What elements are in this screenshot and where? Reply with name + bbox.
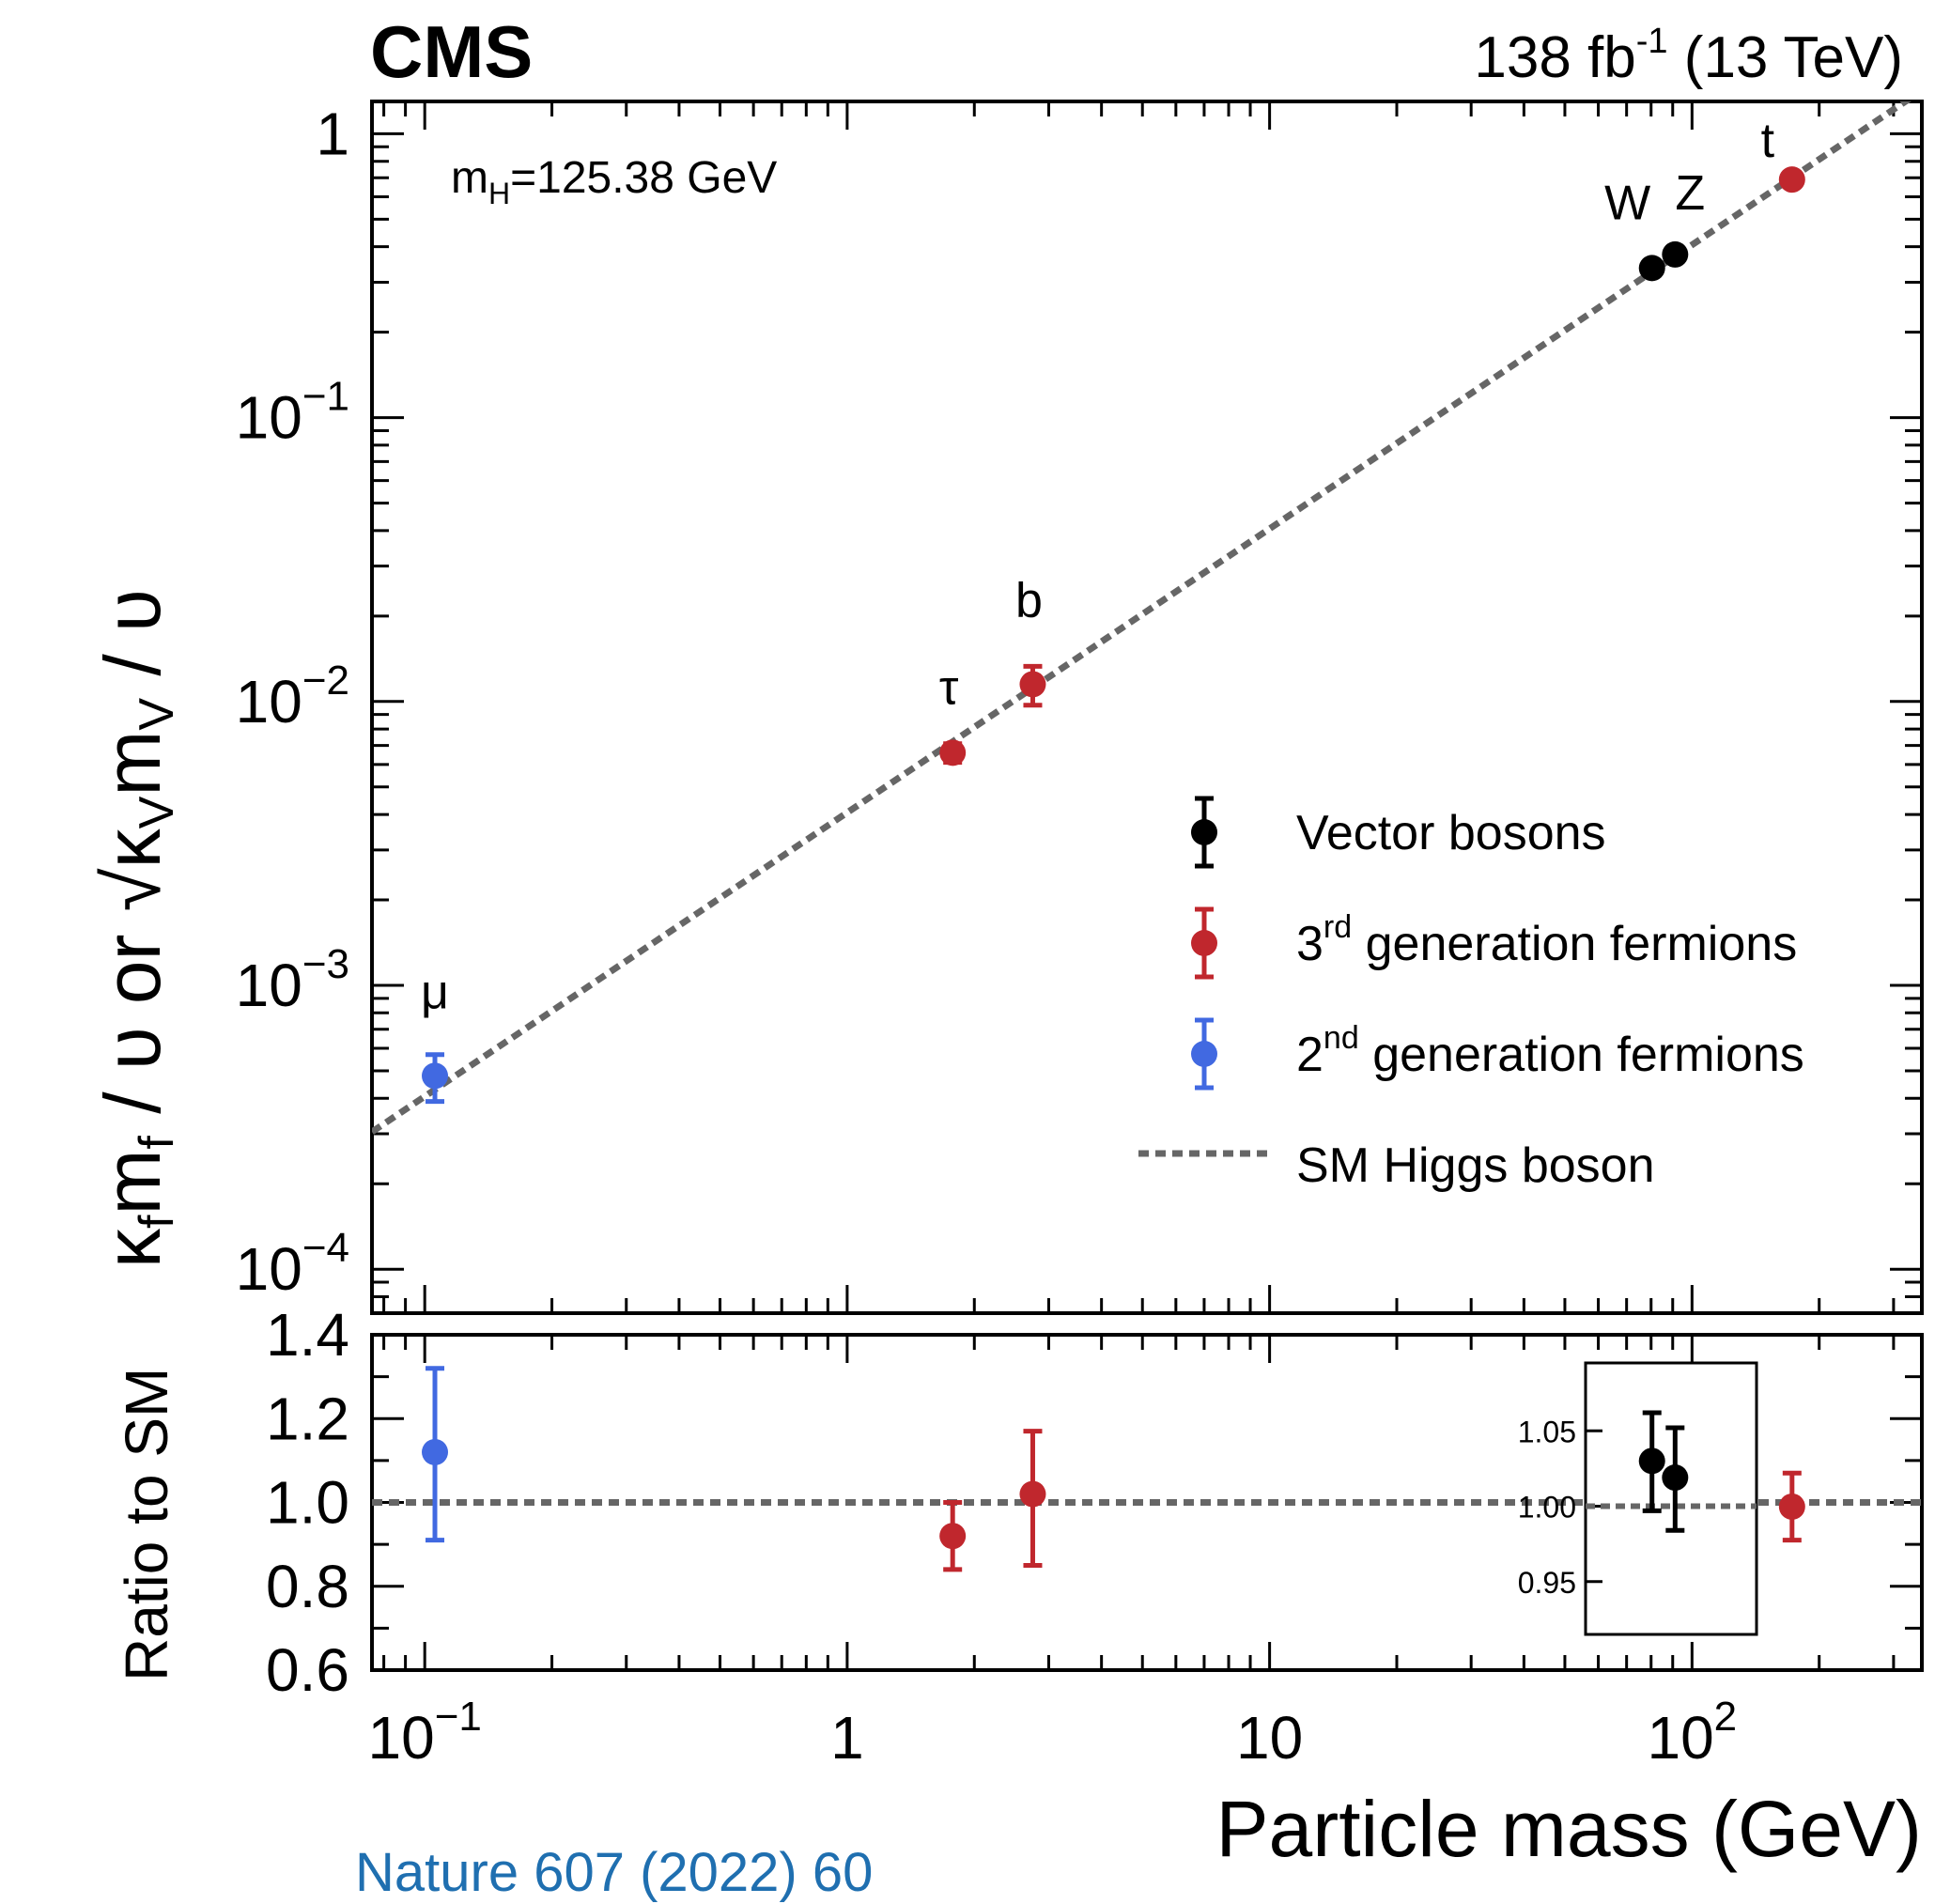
tick-label-exponent: −4 xyxy=(302,1225,349,1271)
tick-label-exponent: −1 xyxy=(302,374,349,420)
sm-higgs-reference-line xyxy=(372,101,1912,1135)
tick-label-base: 10 xyxy=(1647,1704,1713,1772)
x-tick-label: 102 xyxy=(1647,1694,1737,1772)
inset-y-tick-label: 1.00 xyxy=(1518,1491,1576,1525)
main-point-b xyxy=(1019,663,1046,708)
legend-entry: SM Higgs boson xyxy=(1138,1138,1655,1193)
ratio-point-b-marker xyxy=(1019,1480,1046,1508)
legend-label-prefix: 3 xyxy=(1296,917,1324,971)
legend-marker-dot xyxy=(1191,930,1217,956)
ratio-point-b xyxy=(1019,1429,1046,1568)
tick-label-base: 10 xyxy=(236,952,302,1019)
point-label-Z: Z xyxy=(1675,166,1705,221)
legend-label: Vector bosons xyxy=(1296,806,1606,860)
ratio-y-tick-label: 1.0 xyxy=(266,1469,349,1537)
inset-y-tick-label: 0.95 xyxy=(1518,1566,1576,1600)
ratio-point-τ-marker xyxy=(939,1523,967,1550)
point-label-t: t xyxy=(1761,114,1775,168)
inset-frame xyxy=(1584,1361,1758,1636)
main-y-tick-label: 10−4 xyxy=(236,1225,349,1303)
legend-marker-dot xyxy=(1191,1041,1217,1067)
main-y-tick-label: 10−1 xyxy=(236,374,349,452)
ratio-y-axis-label: Ratio to SM xyxy=(113,1368,180,1681)
ratio-y-tick-label: 1.2 xyxy=(266,1385,349,1452)
inset-y-tick-label: 1.05 xyxy=(1518,1415,1576,1448)
luminosity-label: 138 fb-1 (13 TeV) xyxy=(1474,22,1903,90)
main-point-μ xyxy=(422,1052,449,1105)
ratio-point-t xyxy=(1778,1470,1805,1543)
tick-label-base: 10 xyxy=(236,668,302,735)
main-point-Z-marker xyxy=(1662,240,1689,268)
legend-entry: Vector bosons xyxy=(1191,796,1606,869)
legend-label-suffix: generation fermions xyxy=(1359,1028,1804,1082)
main-point-W xyxy=(1638,255,1665,282)
tick-label-exponent: −2 xyxy=(302,658,349,704)
legend-entry: 3rd generation fermions xyxy=(1191,906,1797,980)
inset-point-Z xyxy=(1662,1425,1689,1533)
legend-label-sup: nd xyxy=(1324,1020,1359,1056)
ratio-y-tick-label: 0.6 xyxy=(266,1636,349,1704)
legend-label: SM Higgs boson xyxy=(1296,1138,1655,1193)
tick-label-exponent: 2 xyxy=(1714,1694,1737,1740)
ratio-point-t-marker xyxy=(1778,1493,1805,1520)
tick-label-base: 10 xyxy=(236,384,302,452)
ratio-y-tick-label: 0.8 xyxy=(266,1553,349,1620)
main-y-axis-label: κfmf / υor√κVmV / υ xyxy=(88,589,184,1268)
main-point-t xyxy=(1778,166,1805,193)
main-plot-frame xyxy=(370,100,1924,1315)
legend-entry: 2nd generation fermions xyxy=(1191,1017,1804,1091)
x-tick-label: 10 xyxy=(1236,1704,1303,1772)
main-y-tick-label: 10−3 xyxy=(236,941,349,1019)
ratio-point-τ xyxy=(939,1500,967,1572)
tick-label-exponent: −3 xyxy=(302,941,349,987)
legend-label-prefix: 2 xyxy=(1296,1028,1324,1082)
point-label-μ: μ xyxy=(421,965,449,1019)
legend-marker-dot xyxy=(1191,819,1217,845)
inset-point-W xyxy=(1638,1410,1665,1513)
tick-label-base: 10 xyxy=(368,1704,435,1772)
x-tick-label: 1 xyxy=(830,1704,864,1772)
tick-label-exponent: −1 xyxy=(435,1694,482,1740)
main-point-τ-marker xyxy=(939,739,967,766)
main-point-μ-marker xyxy=(422,1062,449,1090)
inset-point-W-marker xyxy=(1638,1447,1665,1475)
ratio-point-μ xyxy=(422,1366,449,1543)
main-y-tick-label: 1 xyxy=(316,100,349,167)
point-label-τ: τ xyxy=(939,660,959,715)
ratio-y-tick-label: 1.4 xyxy=(266,1301,349,1369)
point-label-W: W xyxy=(1604,176,1650,230)
legend-label-suffix: generation fermions xyxy=(1352,917,1797,971)
ratio-inset-panel: 1.05 1.00 0.95 xyxy=(1518,1361,1758,1636)
ratio-point-μ-marker xyxy=(422,1438,449,1465)
main-y-tick-label: 10−2 xyxy=(236,658,349,735)
legend-label-sup: rd xyxy=(1324,909,1352,945)
x-axis-label: Particle mass (GeV) xyxy=(1216,1785,1923,1873)
main-point-τ xyxy=(939,739,967,766)
inset-point-Z-marker xyxy=(1662,1464,1689,1492)
main-point-t-marker xyxy=(1778,166,1805,193)
main-point-b-marker xyxy=(1019,671,1046,698)
x-tick-label: 10−1 xyxy=(368,1694,482,1772)
higgs-mass-annotation: mH=125.38 GeV xyxy=(451,153,777,210)
legend-label: 2nd generation fermions xyxy=(1296,1020,1804,1082)
legend-label: 3rd generation fermions xyxy=(1296,909,1797,971)
tick-label-base: 10 xyxy=(236,1235,302,1303)
experiment-label: CMS xyxy=(370,10,533,93)
main-point-W-marker xyxy=(1638,255,1665,282)
main-point-Z xyxy=(1662,240,1689,268)
point-label-b: b xyxy=(1015,573,1043,627)
